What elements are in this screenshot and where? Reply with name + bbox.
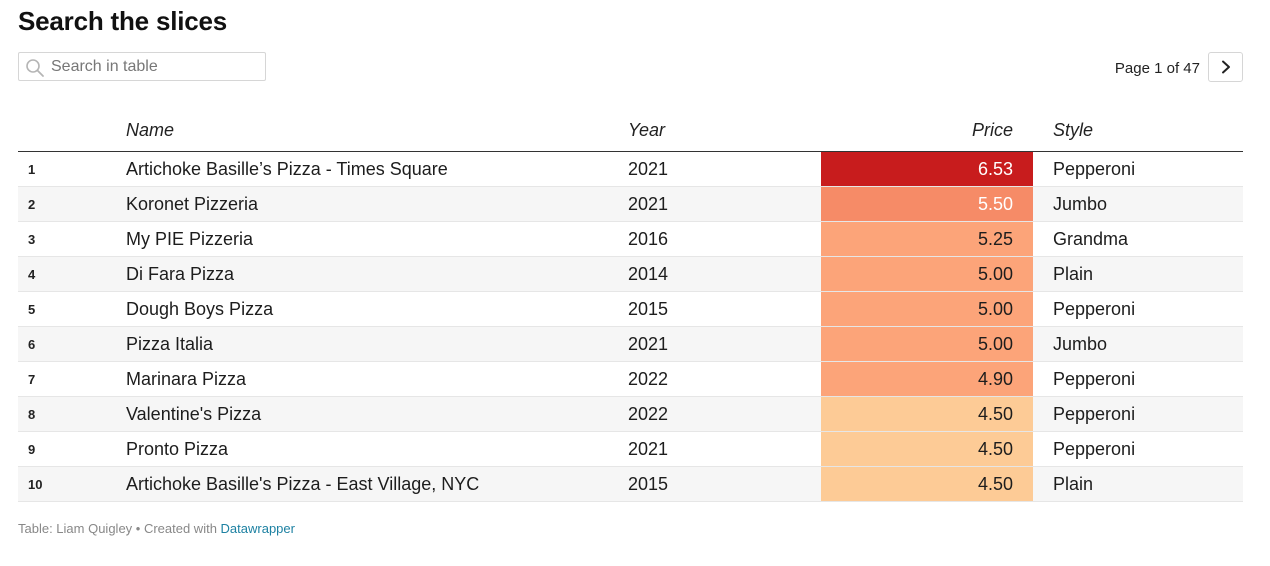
price-cell: 4.90 — [821, 361, 1033, 397]
table-row: 3 My PIE Pizzeria 2016 5.25 Grandma — [18, 221, 1243, 257]
table-body: 1 Artichoke Basille’s Pizza - Times Squar… — [18, 151, 1243, 502]
rank-cell: 7 — [18, 361, 126, 397]
style-cell: Pepperoni — [1033, 396, 1243, 432]
chevron-right-icon — [1221, 60, 1230, 74]
year-cell: 2021 — [628, 431, 821, 467]
style-cell: Plain — [1033, 256, 1243, 292]
column-header-year[interactable]: Year — [628, 110, 821, 152]
column-header-price[interactable]: Price — [821, 110, 1033, 152]
table-row: 1 Artichoke Basille’s Pizza - Times Squar… — [18, 151, 1243, 187]
name-cell: Valentine's Pizza — [126, 396, 628, 432]
rank-cell: 9 — [18, 431, 126, 467]
table-row: 6 Pizza Italia 2021 5.00 Jumbo — [18, 326, 1243, 362]
style-cell: Pepperoni — [1033, 361, 1243, 397]
search-box[interactable] — [18, 52, 266, 81]
footer-credit: Table: Liam Quigley • Created with Dataw… — [18, 521, 295, 536]
price-cell: 4.50 — [821, 396, 1033, 432]
table-row: 2 Koronet Pizzeria 2021 5.50 Jumbo — [18, 186, 1243, 222]
year-cell: 2015 — [628, 291, 821, 327]
table-row: 9 Pronto Pizza 2021 4.50 Pepperoni — [18, 431, 1243, 467]
name-cell: Artichoke Basille's Pizza - East Village… — [126, 466, 628, 502]
search-input[interactable] — [51, 55, 259, 78]
price-cell: 5.00 — [821, 291, 1033, 327]
year-cell: 2021 — [628, 326, 821, 362]
table-header-row: Name Year Price Style — [18, 110, 1243, 152]
year-cell: 2014 — [628, 256, 821, 292]
style-cell: Grandma — [1033, 221, 1243, 257]
rank-cell: 3 — [18, 221, 126, 257]
rank-cell: 8 — [18, 396, 126, 432]
table-row: 7 Marinara Pizza 2022 4.90 Pepperoni — [18, 361, 1243, 397]
rank-cell: 1 — [18, 151, 126, 187]
search-icon — [26, 59, 44, 77]
rank-cell: 5 — [18, 291, 126, 327]
name-cell: My PIE Pizzeria — [126, 221, 628, 257]
price-cell: 6.53 — [821, 151, 1033, 187]
table-row: 4 Di Fara Pizza 2014 5.00 Plain — [18, 256, 1243, 292]
name-cell: Pizza Italia — [126, 326, 628, 362]
name-cell: Dough Boys Pizza — [126, 291, 628, 327]
column-header-style[interactable]: Style — [1033, 110, 1243, 152]
rank-cell: 6 — [18, 326, 126, 362]
year-cell: 2022 — [628, 396, 821, 432]
year-cell: 2015 — [628, 466, 821, 502]
price-cell: 4.50 — [821, 431, 1033, 467]
style-cell: Jumbo — [1033, 186, 1243, 222]
name-cell: Koronet Pizzeria — [126, 186, 628, 222]
rank-cell: 10 — [18, 466, 126, 502]
table-row: 10 Artichoke Basille's Pizza - East Villa… — [18, 466, 1243, 502]
name-cell: Di Fara Pizza — [126, 256, 628, 292]
rank-cell: 4 — [18, 256, 126, 292]
rank-cell: 2 — [18, 186, 126, 222]
price-cell: 5.00 — [821, 256, 1033, 292]
pagination: Page 1 of 47 — [1115, 52, 1243, 82]
style-cell: Jumbo — [1033, 326, 1243, 362]
year-cell: 2021 — [628, 186, 821, 222]
style-cell: Pepperoni — [1033, 431, 1243, 467]
year-cell: 2022 — [628, 361, 821, 397]
price-cell: 5.50 — [821, 186, 1033, 222]
column-header-rank[interactable] — [18, 110, 126, 152]
pizza-table: Name Year Price Style 1 Artichoke Basille… — [18, 110, 1243, 502]
next-page-button[interactable] — [1208, 52, 1243, 82]
style-cell: Pepperoni — [1033, 291, 1243, 327]
price-cell: 5.00 — [821, 326, 1033, 362]
datawrapper-link[interactable]: Datawrapper — [220, 521, 295, 536]
column-header-name[interactable]: Name — [126, 110, 628, 152]
footer-source: Table: Liam Quigley • Created with — [18, 521, 221, 536]
style-cell: Plain — [1033, 466, 1243, 502]
price-cell: 4.50 — [821, 466, 1033, 502]
year-cell: 2016 — [628, 221, 821, 257]
year-cell: 2021 — [628, 151, 821, 187]
page-indicator: Page 1 of 47 — [1114, 59, 1200, 77]
name-cell: Artichoke Basille’s Pizza - Times Square — [126, 151, 628, 187]
table-row: 8 Valentine's Pizza 2022 4.50 Pepperoni — [18, 396, 1243, 432]
name-cell: Marinara Pizza — [126, 361, 628, 397]
table-row: 5 Dough Boys Pizza 2015 5.00 Pepperoni — [18, 291, 1243, 327]
style-cell: Pepperoni — [1033, 151, 1243, 187]
price-cell: 5.25 — [821, 221, 1033, 257]
page-title: Search the slices — [18, 6, 228, 36]
name-cell: Pronto Pizza — [126, 431, 628, 467]
